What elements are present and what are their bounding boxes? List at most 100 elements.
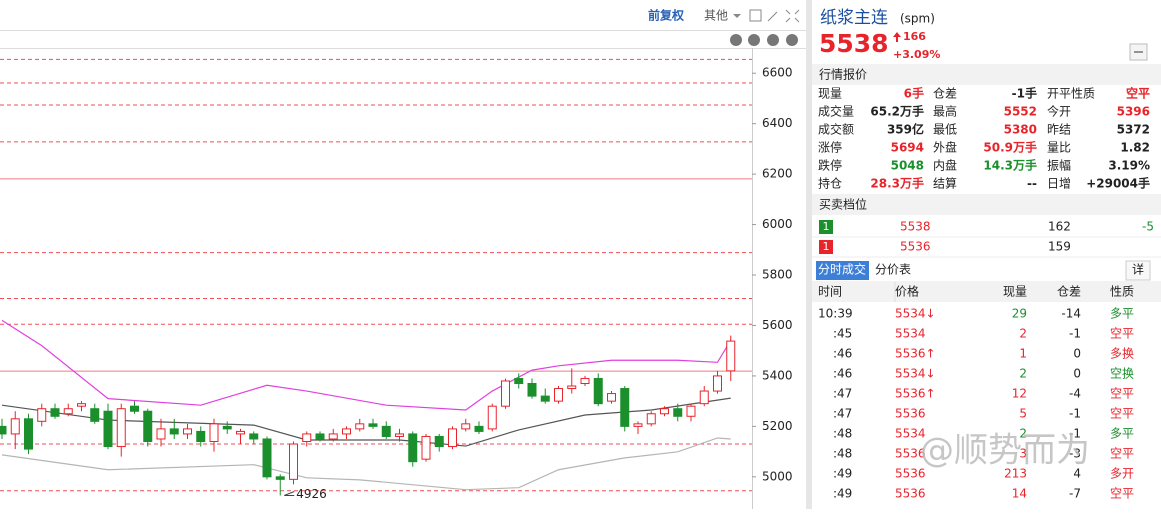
quote-value: 65.2万手	[870, 104, 924, 119]
trade-cell: :49	[833, 487, 852, 501]
close-button[interactable]	[786, 34, 798, 46]
quote-label: 持仓	[818, 176, 842, 191]
section-title: 买卖档位	[819, 197, 867, 212]
trade-cell: 5534↓	[895, 307, 936, 321]
instrument-code: (spm)	[900, 12, 935, 26]
candle-body	[580, 377, 590, 384]
candle-body	[103, 410, 113, 448]
candle-body	[686, 405, 696, 417]
candle-body	[315, 433, 325, 440]
candle-body	[593, 377, 603, 405]
candle-body	[0, 425, 7, 435]
candle-body	[567, 385, 577, 390]
candle-body	[660, 408, 669, 415]
section-header	[812, 194, 1161, 215]
quote-value: 50.9万手	[983, 140, 1037, 155]
book-change: -5	[1142, 220, 1154, 234]
quote-value: 5048	[891, 159, 924, 173]
candle-body	[249, 433, 259, 440]
candle-body	[37, 408, 47, 422]
candle-body	[368, 423, 378, 427]
trade-cell: -7	[1069, 487, 1081, 501]
trade-cell: 4	[1073, 467, 1081, 481]
grid-icon[interactable]	[749, 9, 762, 22]
chart-panel	[0, 0, 806, 509]
trade-cell: :46	[833, 367, 852, 381]
pen-icon[interactable]	[767, 11, 778, 22]
candle-body	[527, 382, 537, 397]
adjust-menu[interactable]: 前复权	[648, 8, 685, 23]
fullscreen-icon[interactable]	[785, 9, 800, 23]
column-header: 仓差	[1057, 285, 1081, 299]
quote-label: 振幅	[1047, 158, 1071, 173]
quote-label: 仓差	[933, 87, 957, 101]
y-tick-label: 5200	[762, 419, 793, 433]
trade-cell: 5534↓	[895, 367, 936, 381]
trade-cell: 3	[1019, 447, 1027, 461]
quote-value: 28.3万手	[870, 176, 924, 191]
level-badge	[819, 220, 833, 234]
minimize-button[interactable]	[730, 34, 742, 46]
book-price: 5536	[900, 240, 931, 254]
candle-body	[77, 403, 86, 407]
active-tab[interactable]	[816, 261, 869, 280]
tab-label: 分时成交	[818, 262, 866, 277]
trade-cell: :47	[833, 387, 852, 401]
quote-label: 昨结	[1047, 123, 1071, 137]
candle-body	[395, 433, 404, 437]
book-volume: 162	[1048, 220, 1071, 234]
quote-value: 1.82	[1120, 141, 1150, 155]
y-tick-label: 5000	[762, 469, 793, 483]
trade-cell: 空平	[1110, 487, 1134, 501]
candle-body	[262, 438, 272, 478]
candle-body	[183, 428, 192, 435]
y-tick-label: 5600	[762, 318, 793, 332]
candle-body	[421, 435, 431, 460]
candle-body	[540, 395, 550, 402]
detail-button[interactable]	[1125, 260, 1151, 281]
candle-body	[726, 340, 736, 372]
trade-cell: 多平	[1110, 307, 1134, 321]
quote-label: 最高	[933, 104, 957, 119]
trade-cell: 2	[1019, 327, 1027, 341]
candle-body	[90, 408, 100, 422]
trade-cell: 213	[1004, 467, 1027, 481]
trade-cell: 5536↑	[895, 347, 936, 361]
low-label: 4926	[296, 487, 327, 501]
candle-body	[289, 443, 298, 480]
book-volume: 159	[1048, 240, 1071, 254]
splitter	[806, 0, 812, 509]
candle-body	[328, 433, 338, 440]
candle-body	[209, 423, 219, 443]
candle-body	[461, 423, 471, 430]
quote-label: 最低	[933, 123, 957, 137]
candle-body	[50, 408, 60, 417]
trade-cell: 10:39	[818, 307, 853, 321]
y-tick-label: 5400	[762, 368, 793, 382]
quote-value: 359亿	[887, 122, 924, 137]
other-menu[interactable]: 其他	[704, 9, 728, 23]
trade-cell: -3	[1069, 447, 1081, 461]
candle-body	[607, 393, 616, 402]
candle-body	[434, 435, 444, 448]
quote-label: 量比	[1047, 141, 1071, 155]
quote-label: 成交额	[818, 122, 854, 137]
quote-label: 今开	[1047, 104, 1071, 119]
y-tick-label: 6600	[762, 66, 793, 80]
quote-label: 现量	[818, 87, 842, 101]
quote-value: 14.3万手	[983, 158, 1037, 173]
candle-body	[143, 410, 153, 443]
settings-button[interactable]	[767, 34, 779, 46]
band-line	[1, 319, 732, 411]
trade-cell: 2	[1019, 367, 1027, 381]
trade-cell: 空平	[1110, 327, 1134, 341]
quote-label: 成交量	[818, 104, 854, 119]
quote-value: +29004手	[1086, 176, 1150, 191]
plot	[0, 58, 752, 496]
candle-body	[24, 418, 33, 450]
quote-label: 跌停	[818, 158, 842, 173]
tab-label: 分价表	[875, 263, 911, 277]
add-button[interactable]	[748, 34, 760, 46]
quote-value: 5380	[1004, 123, 1037, 137]
trade-cell: 空平	[1110, 407, 1134, 421]
